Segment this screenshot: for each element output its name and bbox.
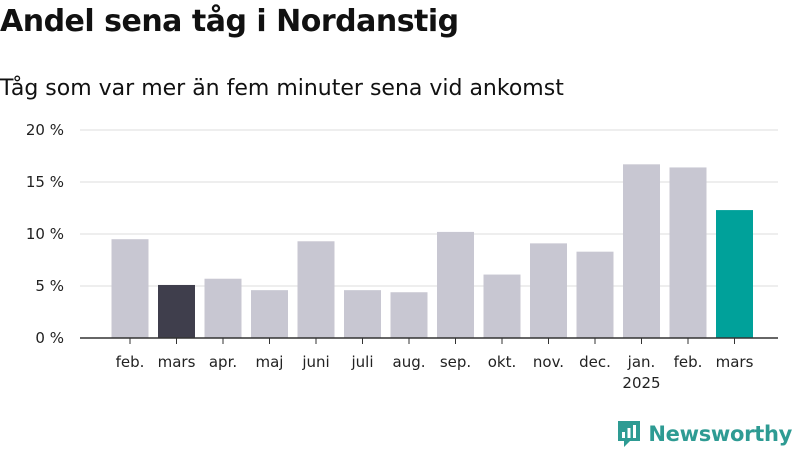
newsworthy-logo: Newsworthy xyxy=(616,418,792,450)
y-tick-label: 0 % xyxy=(35,329,64,347)
y-tick-label: 15 % xyxy=(26,173,64,191)
bar xyxy=(251,290,288,338)
bar-chart: 0 % 5 % 10 % 15 % 20 % feb. mars apr. maj juni jul… xyxy=(26,121,778,392)
y-tick-label: 10 % xyxy=(26,225,64,243)
bar xyxy=(297,241,335,338)
x-tick-label: aug. xyxy=(393,353,426,371)
x-tick-label: mars xyxy=(158,353,196,371)
x-year-label: 2025 xyxy=(622,374,660,392)
x-tick-label: feb. xyxy=(674,353,703,371)
newsworthy-logo-icon xyxy=(618,421,641,447)
chart-subtitle: Tåg som var mer än fem minuter sena vid … xyxy=(0,76,564,101)
bar xyxy=(111,239,149,338)
x-tick-label: sep. xyxy=(440,353,471,371)
brand-name: Newsworthy xyxy=(648,422,792,446)
bar xyxy=(623,164,660,338)
bar xyxy=(669,167,707,338)
bar xyxy=(483,274,521,338)
chart-title: Andel sena tåg i Nordanstig xyxy=(0,4,459,39)
x-tick-label: jan. xyxy=(627,353,656,371)
x-tick-label: maj xyxy=(256,353,284,371)
bar xyxy=(530,243,567,338)
x-tick-label: dec. xyxy=(579,353,611,371)
x-tick-label: feb. xyxy=(116,353,145,371)
x-tick-label: okt. xyxy=(488,353,517,371)
bar xyxy=(390,292,428,338)
x-tick-label: juni xyxy=(301,353,329,371)
bar xyxy=(716,210,753,338)
x-tick-label: mars xyxy=(716,353,754,371)
x-tick-label: juli xyxy=(350,353,373,371)
bar xyxy=(158,284,195,338)
bar xyxy=(204,278,242,338)
x-tick-label: nov. xyxy=(533,353,564,371)
bar xyxy=(437,231,474,338)
y-tick-label: 5 % xyxy=(35,277,64,295)
y-tick-label: 20 % xyxy=(26,121,64,139)
x-tick-label: apr. xyxy=(209,353,237,371)
bar xyxy=(576,251,614,338)
bar xyxy=(344,290,381,338)
